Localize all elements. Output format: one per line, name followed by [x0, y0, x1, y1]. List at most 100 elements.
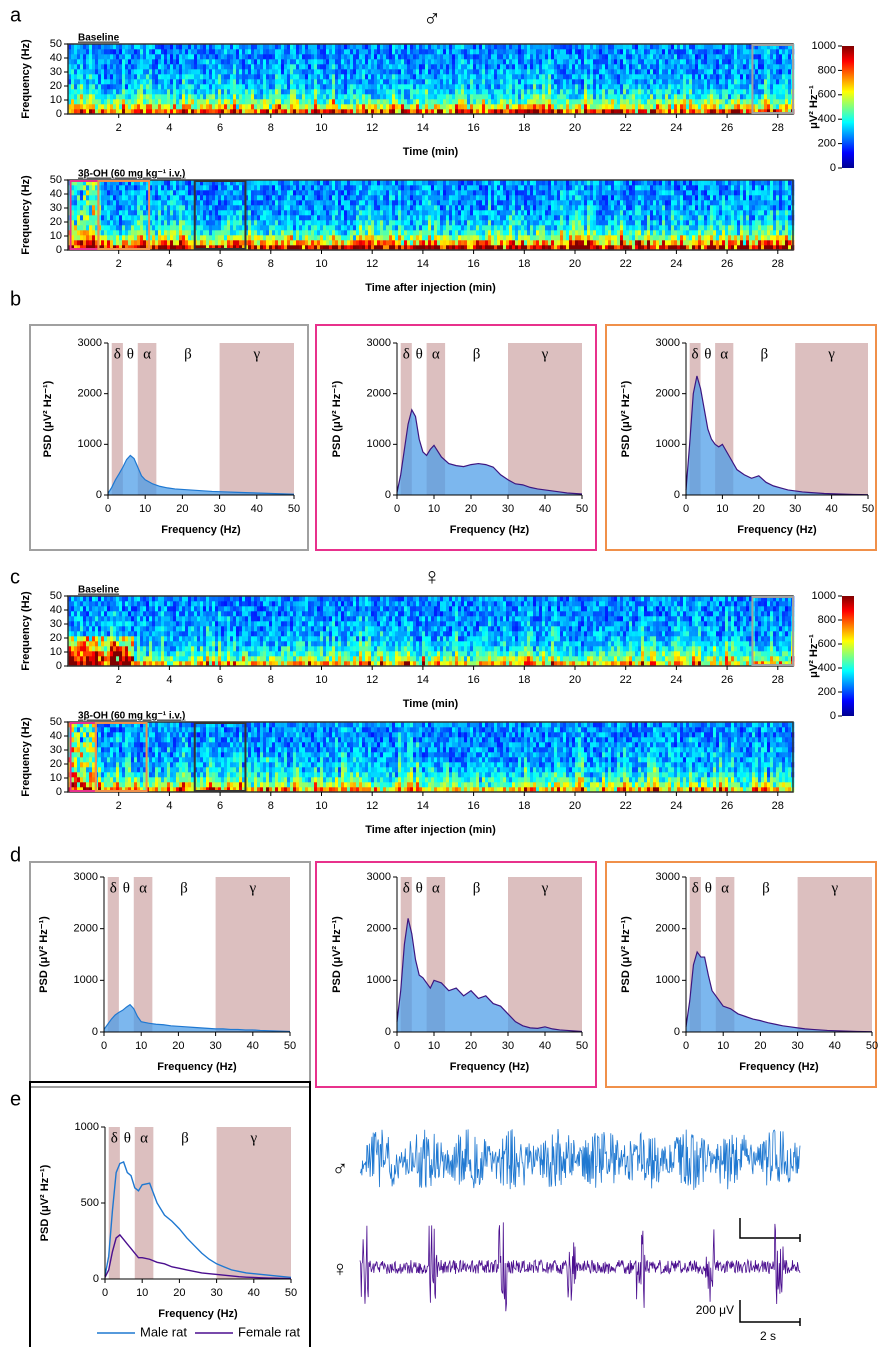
- spectrogram-cell: [215, 79, 219, 85]
- spectrogram-cell: [524, 99, 528, 105]
- spectrogram-cell: [650, 84, 654, 90]
- y-tick-label: 10: [50, 94, 62, 106]
- spectrogram-cell: [323, 205, 327, 211]
- spectrogram-cell: [221, 225, 225, 231]
- spectrogram-cell: [122, 104, 126, 110]
- spectrogram-cell: [749, 74, 753, 80]
- spectrogram-cell: [746, 84, 750, 90]
- spectrogram-cell: [491, 84, 495, 90]
- spectrogram-cell: [593, 109, 597, 115]
- spectrogram-cell: [275, 89, 279, 95]
- spectrogram-cell: [755, 59, 759, 65]
- spectrogram-cell: [254, 44, 258, 50]
- spectrogram-cell: [152, 99, 156, 105]
- spectrogram-cell: [80, 84, 84, 90]
- spectrogram-cell: [512, 89, 516, 95]
- spectrogram-cell: [413, 104, 417, 110]
- spectrogram-cell: [206, 245, 210, 251]
- spectrogram-cell: [311, 64, 315, 70]
- spectrogram-cell: [428, 104, 432, 110]
- spectrogram-cell: [305, 64, 309, 70]
- spectrogram-cell: [740, 54, 744, 60]
- spectrogram-cell: [713, 89, 717, 95]
- spectrogram-cell: [92, 79, 96, 85]
- spectrogram-cell: [608, 109, 612, 115]
- spectrogram-cell: [176, 104, 180, 110]
- spectrogram-cell: [659, 109, 663, 115]
- spectrogram-cell: [140, 235, 144, 241]
- spectrogram-cell: [764, 104, 768, 110]
- spectrogram-cell: [263, 190, 267, 196]
- spectrogram-cell: [515, 74, 519, 80]
- spectrogram-cell: [569, 64, 573, 70]
- spectrogram-cell: [521, 64, 525, 70]
- spectrogram-cell: [383, 230, 387, 236]
- spectrogram-cell: [83, 64, 87, 70]
- spectrogram-cell: [386, 49, 390, 55]
- spectrogram-cell: [488, 69, 492, 75]
- spectrogram-cell: [674, 109, 678, 115]
- spectrogram-cell: [209, 210, 213, 216]
- spectrogram-cell: [131, 109, 135, 115]
- spectrogram-cell: [74, 195, 78, 201]
- spectrogram-cell: [116, 220, 120, 226]
- spectrogram-cell: [188, 44, 192, 50]
- spectrogram-cell: [68, 89, 72, 95]
- spectrogram-cell: [692, 99, 696, 105]
- spectrogram-cell: [158, 235, 162, 241]
- spectrogram-cell: [491, 54, 495, 60]
- spectrogram-cell: [221, 94, 225, 100]
- spectrogram-cell: [260, 180, 264, 186]
- spectrogram-cell: [431, 44, 435, 50]
- spectrogram-cell: [212, 104, 216, 110]
- spectrogram-cell: [554, 84, 558, 90]
- spectrogram-cell: [749, 89, 753, 95]
- spectrogram-cell: [560, 64, 564, 70]
- spectrogram-cell: [173, 190, 177, 196]
- spectrogram-cell: [698, 99, 702, 105]
- spectrogram-cell: [563, 44, 567, 50]
- spectrogram-cell: [281, 220, 285, 226]
- spectrogram-cell: [503, 59, 507, 65]
- spectrogram-cell: [230, 74, 234, 80]
- spectrogram-cell: [308, 109, 312, 115]
- spectrogram-cell: [437, 89, 441, 95]
- spectrogram-cell: [263, 195, 267, 201]
- spectrogram-cell: [131, 210, 135, 216]
- spectrogram-cell: [110, 195, 114, 201]
- spectrogram-cell: [413, 89, 417, 95]
- spectrogram-cell: [704, 54, 708, 60]
- spectrogram-cell: [425, 54, 429, 60]
- spectrogram-cell: [656, 99, 660, 105]
- spectrogram-cell: [176, 94, 180, 100]
- spectrogram-cell: [71, 109, 75, 115]
- spectrogram-cell: [137, 210, 141, 216]
- spectrogram-cell: [578, 49, 582, 55]
- spectrogram-cell: [287, 94, 291, 100]
- spectrogram-cell: [584, 69, 588, 75]
- spectrogram-cell: [539, 109, 543, 115]
- spectrogram-cell: [137, 240, 141, 246]
- spectrogram-cell: [437, 49, 441, 55]
- spectrogram-cell: [683, 74, 687, 80]
- spectrogram-cell: [167, 230, 171, 236]
- spectrogram-cell: [305, 205, 309, 211]
- spectrogram-cell: [134, 205, 138, 211]
- spectrogram-cell: [539, 59, 543, 65]
- spectrogram-cell: [314, 230, 318, 236]
- spectrogram-cell: [707, 109, 711, 115]
- spectrogram-cell: [95, 215, 99, 221]
- spectrogram-cell: [233, 64, 237, 70]
- spectrogram-cell: [668, 109, 672, 115]
- spectrogram-cell: [524, 79, 528, 85]
- spectrogram-cell: [200, 215, 204, 221]
- spectrogram-cell: [389, 245, 393, 251]
- spectrogram-cell: [149, 54, 153, 60]
- spectrogram-cell: [629, 79, 633, 85]
- spectrogram-cell: [209, 205, 213, 211]
- spectrogram-cell: [533, 69, 537, 75]
- spectrogram-cell: [605, 109, 609, 115]
- spectrogram-cell: [101, 74, 105, 80]
- spectrogram-cell: [170, 94, 174, 100]
- spectrogram-cell: [335, 220, 339, 226]
